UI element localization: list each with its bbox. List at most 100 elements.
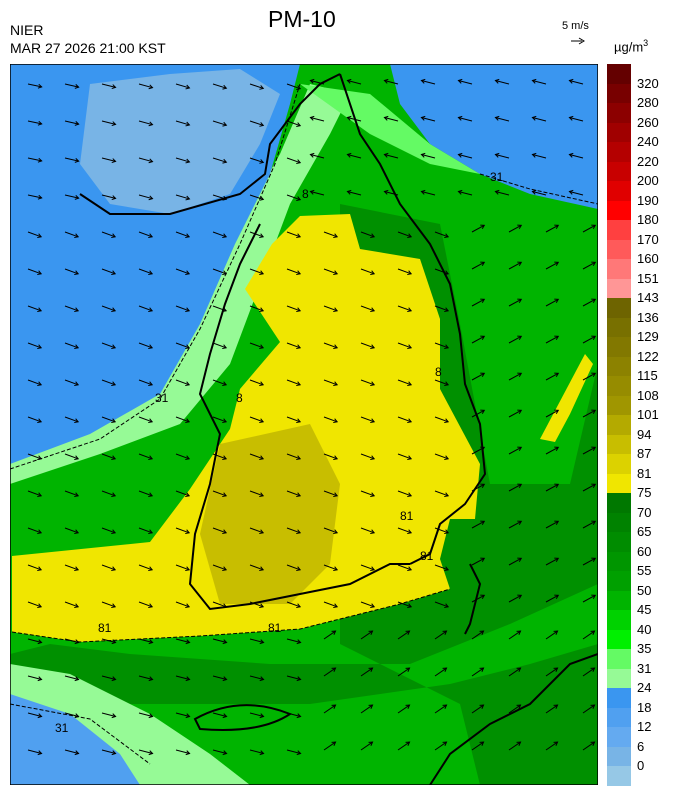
wind-arrow-head — [590, 741, 596, 746]
wind-arrow-head — [554, 298, 560, 303]
wind-arrow — [249, 601, 264, 608]
contour-label: 31 — [55, 721, 69, 735]
legend-label: 60 — [637, 543, 652, 559]
wind-arrow-head — [407, 529, 413, 535]
wind-arrow-head — [444, 603, 450, 609]
wind-arrow — [471, 483, 485, 492]
legend-swatch — [607, 746, 631, 766]
wind-arrow — [310, 191, 325, 196]
wind-arrow-head — [37, 639, 43, 645]
wind-arrow — [347, 117, 362, 122]
wind-arrow-head — [444, 344, 450, 350]
wind-arrow — [101, 231, 116, 238]
legend-swatch — [607, 551, 631, 571]
wind-arrow-head — [222, 84, 228, 90]
wind-arrow — [64, 342, 79, 349]
wind-arrow — [212, 675, 227, 680]
wind-arrow — [64, 564, 79, 571]
wind-arrow — [310, 154, 325, 159]
wind-arrow — [101, 712, 116, 717]
wind-arrow — [545, 557, 559, 566]
wind-arrow — [212, 638, 227, 643]
wind-arrow — [323, 667, 336, 677]
wind-arrow — [397, 630, 410, 640]
wind-arrow-head — [333, 381, 339, 387]
wind-arrow — [495, 80, 510, 85]
legend-label: 50 — [637, 582, 652, 598]
map-title: PM-10 — [268, 6, 336, 32]
legend-label: 0 — [637, 758, 645, 773]
wind-arrow-head — [185, 121, 191, 127]
wind-arrow — [101, 379, 116, 386]
wind-arrow — [582, 335, 596, 344]
legend-swatch — [607, 161, 631, 181]
wind-arrow-head — [554, 520, 560, 525]
wind-arrow-head — [407, 603, 413, 609]
legend-label: 220 — [637, 153, 659, 169]
wind-arrow-head — [407, 233, 413, 239]
unit-text: µg/m — [614, 39, 644, 55]
wind-arrow — [434, 490, 449, 497]
wind-arrow-head — [370, 455, 376, 461]
wind-arrow — [212, 342, 227, 349]
wind-arrow-head — [554, 557, 560, 562]
wind-reference-arrow-icon — [571, 37, 585, 45]
wind-arrow — [27, 268, 42, 275]
wind-arrow — [384, 80, 399, 85]
wind-arrow — [286, 601, 301, 608]
wind-arrow-head — [259, 455, 265, 461]
wind-arrow-head — [568, 189, 574, 195]
wind-arrow-head — [479, 741, 485, 746]
wind-arrow-head — [148, 566, 154, 572]
wind-arrow-head — [74, 418, 80, 424]
wind-arrow-head — [368, 630, 374, 635]
wind-arrow-head — [346, 152, 352, 158]
wind-arrow — [27, 712, 42, 717]
wind-arrow-head — [148, 158, 154, 164]
wind-arrow-head — [331, 630, 337, 635]
legend-swatch — [607, 278, 631, 298]
wind-arrow-head — [222, 455, 228, 461]
legend-swatch — [607, 83, 631, 103]
wind-arrow-head — [296, 307, 302, 313]
wind-arrow-head — [517, 483, 523, 488]
wind-arrow-head — [591, 372, 597, 377]
legend-label: 87 — [637, 446, 652, 461]
wind-arrow-head — [554, 335, 560, 340]
wind-arrow-head — [517, 335, 523, 340]
wind-arrow — [64, 157, 79, 162]
wind-arrow-head — [296, 418, 302, 424]
wind-arrow-head — [148, 307, 154, 313]
wind-arrow-head — [554, 446, 560, 451]
wind-arrow-head — [383, 152, 389, 158]
legend-label: 260 — [637, 114, 659, 130]
dark-green-field — [10, 204, 598, 785]
wind-arrow-head — [148, 492, 154, 498]
wind-arrow-head — [296, 455, 302, 461]
wind-arrow-head — [148, 676, 154, 682]
wind-arrow — [138, 453, 153, 460]
wind-arrow-head — [222, 195, 228, 201]
wind-arrow — [249, 120, 264, 126]
wind-arrow — [27, 120, 42, 125]
legend-label: 81 — [637, 465, 652, 481]
wind-arrow-head — [259, 270, 265, 276]
wind-arrow-head — [370, 270, 376, 276]
wind-arrow — [249, 712, 264, 717]
wind-arrow — [64, 749, 79, 754]
wind-arrow — [471, 335, 485, 344]
wind-arrow — [27, 527, 42, 534]
wind-arrow — [175, 601, 190, 608]
wind-arrow-head — [383, 78, 389, 84]
wind-arrow — [212, 749, 227, 754]
wind-arrow-head — [407, 307, 413, 313]
wind-arrow-head — [148, 270, 154, 276]
wind-arrow-head — [222, 750, 228, 756]
wind-arrow-head — [296, 603, 302, 609]
wind-arrow — [212, 305, 227, 312]
wind-arrow-head — [554, 594, 560, 599]
wind-arrow — [138, 564, 153, 571]
wind-arrow — [434, 342, 449, 349]
wind-arrow-head — [346, 78, 352, 84]
wind-arrow-head — [148, 381, 154, 387]
